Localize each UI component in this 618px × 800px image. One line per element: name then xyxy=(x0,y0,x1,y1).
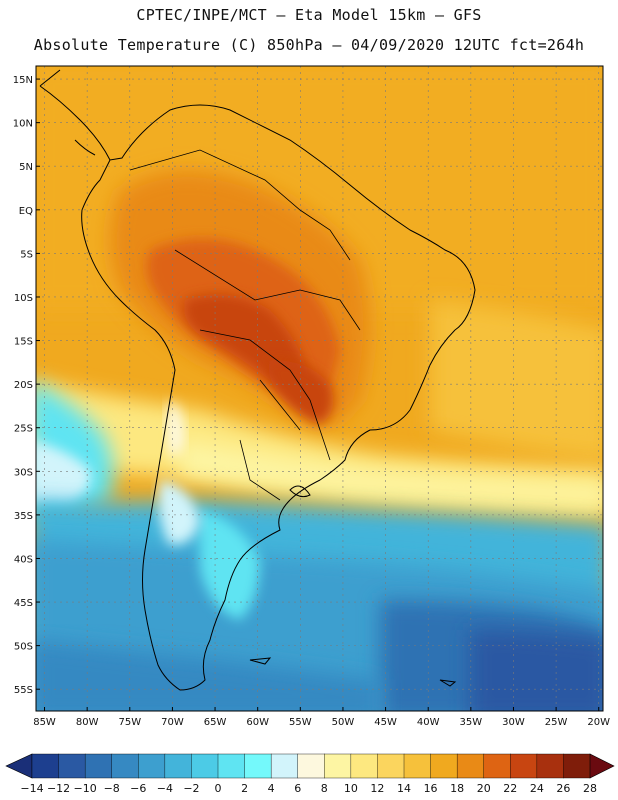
central-america-coastline xyxy=(39,69,96,156)
colorbar-label: 14 xyxy=(397,782,411,795)
colorbar-label: −10 xyxy=(74,782,97,795)
lat-label: 40S xyxy=(14,554,33,565)
colorbar-swatch xyxy=(84,753,113,779)
colorbar-swatch xyxy=(217,753,246,779)
lat-label: 35S xyxy=(14,511,33,522)
lat-label: 10N xyxy=(13,119,33,130)
colorbar-label: 12 xyxy=(370,782,384,795)
lon-label: 60W xyxy=(246,717,269,728)
lat-label: 30S xyxy=(14,467,33,478)
lat-label: 10S xyxy=(14,293,33,304)
lat-label: 45S xyxy=(14,598,33,609)
colorbar-swatch xyxy=(377,753,405,779)
colorbar-label: 18 xyxy=(450,782,464,795)
colorbar-label: 20 xyxy=(477,782,491,795)
colorbar-swatch xyxy=(297,753,325,779)
lat-label: 55S xyxy=(14,685,33,696)
colorbar-label: −8 xyxy=(104,782,120,795)
lon-label: 25W xyxy=(545,717,568,728)
colorbar-swatch xyxy=(111,753,139,779)
colorbar-over-arrow xyxy=(589,753,615,779)
colorbar-swatch xyxy=(191,753,219,779)
south-america-coastline xyxy=(39,85,476,691)
colorbar-label: 24 xyxy=(530,782,544,795)
lat-label: 20S xyxy=(14,380,33,391)
colorbar-label: 16 xyxy=(424,782,438,795)
colorbar-swatch xyxy=(536,753,564,779)
lat-label: 50S xyxy=(14,642,33,653)
lon-label: 50W xyxy=(332,717,355,728)
country-borders xyxy=(129,149,361,501)
colorbar-label: −14 xyxy=(20,782,43,795)
colorbar-swatch xyxy=(483,753,511,779)
colorbar-swatch xyxy=(270,753,299,779)
latitude-labels: 15N 10N 5N EQ 5S 10S 15S 20S 25S 30S 35S 40S 45S 50S 5… xyxy=(13,75,40,696)
colorbar-label: −12 xyxy=(47,782,70,795)
colorbar-swatch xyxy=(138,753,166,779)
lat-label: 5N xyxy=(19,162,33,173)
colorbar-swatch xyxy=(31,753,60,779)
colorbar-label: 10 xyxy=(344,782,358,795)
lon-label: 55W xyxy=(289,717,312,728)
map-frame xyxy=(35,65,604,712)
lon-label: 40W xyxy=(417,717,440,728)
colorbar-swatch xyxy=(430,753,458,779)
temperature-field xyxy=(36,66,603,711)
colorbar-label: −4 xyxy=(157,782,173,795)
colorbar-swatch xyxy=(164,753,192,779)
colorbar-swatch xyxy=(403,753,432,779)
rio-de-la-plata xyxy=(289,485,311,498)
lat-label: 5S xyxy=(20,249,33,260)
title-line-1: CPTEC/INPE/MCT – Eta Model 15km – GFS xyxy=(136,6,482,24)
colorbar-label: 6 xyxy=(294,782,301,795)
lon-label: 30W xyxy=(502,717,525,728)
colorbar-swatch xyxy=(456,753,485,779)
lat-label: 15S xyxy=(14,337,33,348)
lat-label: 25S xyxy=(14,424,33,435)
falkland-islands xyxy=(249,657,457,687)
lon-label: 65W xyxy=(204,717,227,728)
colorbar-label: 22 xyxy=(503,782,517,795)
colorbar-label: 4 xyxy=(268,782,275,795)
colorbar-label: 26 xyxy=(556,782,570,795)
colorbar-swatch xyxy=(350,753,378,779)
lon-label: 20W xyxy=(587,717,610,728)
lon-label: 85W xyxy=(33,717,56,728)
colorbar-swatch xyxy=(244,753,272,779)
colorbar-label: 2 xyxy=(241,782,248,795)
title-line-2: Absolute Temperature (C) 850hPa – 04/09/… xyxy=(33,36,585,54)
colorbar-label: 0 xyxy=(215,782,222,795)
colorbar-label: 8 xyxy=(321,782,328,795)
colorbar-label: −2 xyxy=(183,782,199,795)
lon-label: 35W xyxy=(460,717,483,728)
colorbar-swatch xyxy=(58,753,86,779)
lat-lon-gridlines xyxy=(36,66,603,711)
colorbar-label: −6 xyxy=(130,782,146,795)
lon-label: 75W xyxy=(118,717,141,728)
colorbar: −14 −12 −10 −8 −6 −4 −2 0 2 4 6 8 10 12 14 16 18 20 22 24 26… xyxy=(5,753,615,795)
colorbar-under-arrow xyxy=(5,753,33,779)
lat-label: 15N xyxy=(13,75,33,86)
colorbar-swatch xyxy=(324,753,352,779)
lon-label: 80W xyxy=(76,717,99,728)
colorbar-swatch xyxy=(510,753,538,779)
colorbar-label: 28 xyxy=(583,782,597,795)
coastlines xyxy=(39,69,476,691)
lat-label: EQ xyxy=(19,206,33,217)
lon-label: 70W xyxy=(161,717,184,728)
colorbar-swatch xyxy=(563,753,591,779)
lon-label: 45W xyxy=(374,717,397,728)
longitude-labels: 85W 80W 75W 70W 65W 60W 55W 50W 45W 40W 35W 30W 25W 2… xyxy=(33,707,610,728)
